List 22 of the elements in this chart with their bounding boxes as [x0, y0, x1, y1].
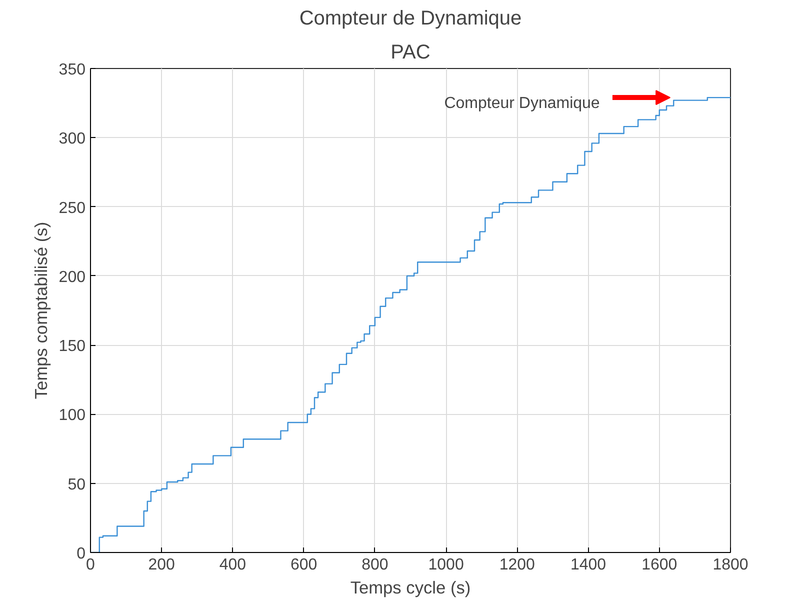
- chart-subtitle: PAC: [390, 42, 430, 64]
- x-tick-label: 600: [290, 556, 318, 574]
- y-tick-label: 0: [76, 546, 86, 562]
- y-tick-label: 250: [58, 200, 86, 217]
- x-tick-label: 1200: [499, 556, 536, 574]
- annotation: Compteur Dynamique: [444, 95, 600, 112]
- y-tick-label: 300: [58, 130, 86, 148]
- y-tick-label: 350: [58, 62, 86, 78]
- x-tick-label: 1000: [428, 556, 464, 574]
- y-tick-label: 50: [68, 476, 86, 494]
- x-axis-title: Temps cycle (s): [350, 578, 471, 598]
- chart-title: Compteur de Dynamique: [299, 8, 522, 30]
- y-tick-label: 200: [58, 268, 86, 286]
- y-tick-label: 100: [58, 407, 86, 424]
- x-tick-label: 1400: [570, 556, 606, 574]
- y-axis-title: Temps comptabilisé (s): [30, 222, 51, 400]
- x-tick-label: 1600: [642, 556, 678, 574]
- x-tick-label: 400: [219, 556, 246, 574]
- x-tick-label: 800: [362, 556, 388, 574]
- x-tick-label: 1800: [712, 556, 748, 574]
- x-tick-label: 200: [148, 556, 176, 574]
- y-tick-label: 150: [58, 338, 86, 356]
